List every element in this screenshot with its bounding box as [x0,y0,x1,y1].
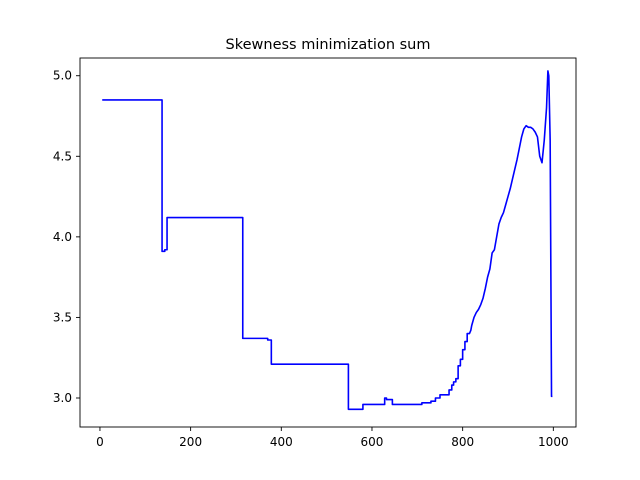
x-tick-label: 0 [96,435,104,449]
series-line-0 [102,70,553,411]
y-tick-label: 3.0 [53,391,72,405]
axes-frame [79,57,577,428]
y-tick-label: 4.5 [53,149,72,163]
chart-title: Skewness minimization sum [226,37,431,53]
y-tick-label: 3.5 [53,310,72,324]
y-tick-label: 5.0 [53,69,72,83]
plot-area [102,70,553,411]
x-tick-label: 200 [179,435,202,449]
x-tick-label: 600 [361,435,384,449]
axes: 0 200 400 600 800 1000 3.0 3.5 4.0 4.5 5.0 [53,57,577,449]
x-tick-label: 1000 [538,435,569,449]
y-tick-label: 4.0 [53,230,72,244]
x-tick-label: 400 [270,435,293,449]
x-tick-label: 800 [451,435,474,449]
